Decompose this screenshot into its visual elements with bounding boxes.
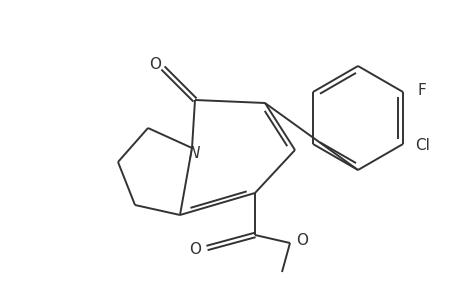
Text: Cl: Cl [414, 139, 429, 154]
Text: O: O [189, 242, 201, 257]
Text: O: O [295, 233, 308, 248]
Text: N: N [188, 146, 199, 160]
Text: O: O [149, 56, 161, 71]
Text: F: F [416, 82, 425, 98]
